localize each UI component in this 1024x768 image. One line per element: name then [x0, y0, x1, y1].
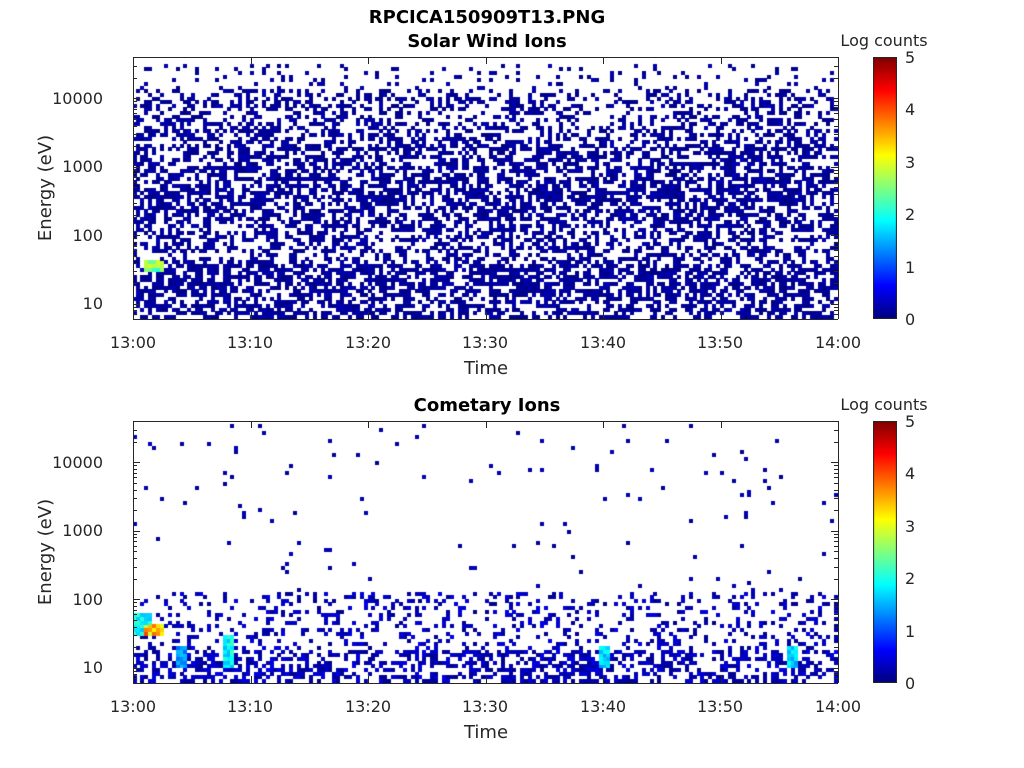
panel2-heatmap [133, 421, 838, 683]
panel1-colorbar-label: Log counts [840, 31, 928, 50]
panel1-xtick-1350: 13:50 [696, 333, 744, 352]
panel2-xtick-1340: 13:40 [579, 697, 627, 716]
panel2-xtick-1300: 13:00 [109, 697, 157, 716]
panel2-cbtick-5: 5 [905, 412, 916, 431]
panel2-xtick-1350: 13:50 [696, 697, 744, 716]
panel1-ytick-10000: 10000 [52, 89, 103, 108]
panel2-cbtick-4: 4 [905, 464, 916, 483]
panel1-xtick-1400: 14:00 [814, 333, 862, 352]
panel1-xtick-1300: 13:00 [109, 333, 157, 352]
panel1-xtick-1320: 13:20 [344, 333, 392, 352]
panel1-cbtick-2: 2 [905, 205, 916, 224]
panel2-ytick-1000: 1000 [62, 521, 103, 540]
panel1-cbtick-0: 0 [905, 310, 916, 329]
panel2-ytick-10000: 10000 [52, 453, 103, 472]
panel2-cbtick-2: 2 [905, 569, 916, 588]
panel1-cbtick-5: 5 [905, 48, 916, 67]
panel2-ylabel: Energy (eV) [35, 498, 56, 606]
panel1-ytick-10: 10 [82, 294, 103, 313]
panel2-xtick-1330: 13:30 [461, 697, 509, 716]
panel1-cbtick-4: 4 [905, 100, 916, 119]
panel1-cbtick-3: 3 [905, 153, 916, 172]
panel1-cbtick-1: 1 [905, 258, 916, 277]
panel1-title: Solar Wind Ions [407, 31, 567, 52]
panel2-cbtick-3: 3 [905, 517, 916, 536]
panel1-xtick-1330: 13:30 [461, 333, 509, 352]
panel2-xlabel: Time [463, 722, 509, 743]
panel2-xtick-1320: 13:20 [344, 697, 392, 716]
figure-title: RPCICA150909T13.PNG [368, 7, 606, 28]
panel2-colorbar [873, 421, 897, 683]
panel2-title: Cometary Ions [413, 395, 561, 416]
panel2-cbtick-1: 1 [905, 622, 916, 641]
panel1-xtick-1340: 13:40 [579, 333, 627, 352]
panel2-xtick-1400: 14:00 [814, 697, 862, 716]
panel2-colorbar-label: Log counts [840, 395, 928, 414]
panel2-xtick-1310: 13:10 [226, 697, 274, 716]
panel1-xlabel: Time [463, 358, 509, 379]
panel2-cbtick-0: 0 [905, 674, 916, 693]
panel1-ylabel: Energy (eV) [35, 134, 56, 242]
panel1-xtick-1310: 13:10 [226, 333, 274, 352]
panel1-colorbar [873, 57, 897, 319]
panel1-ytick-1000: 1000 [62, 157, 103, 176]
panel1-heatmap [133, 57, 838, 319]
panel2-ytick-100: 100 [72, 590, 103, 609]
panel2-ytick-10: 10 [82, 658, 103, 677]
panel1-ytick-100: 100 [72, 226, 103, 245]
